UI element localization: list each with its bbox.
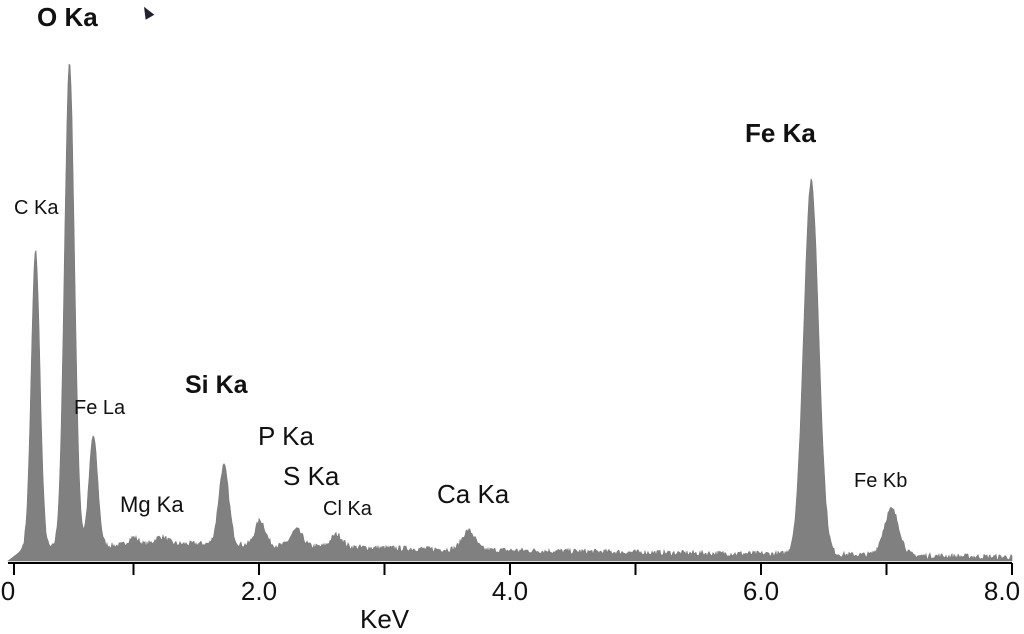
x-tick-label-4: 4.0 xyxy=(491,576,529,606)
x-axis-label: KeV xyxy=(360,604,410,634)
peak-label-fe-ka: Fe Ka xyxy=(745,118,816,148)
peak-label-si-ka: Si Ka xyxy=(185,371,248,399)
peak-label-ca-ka: Ca Ka xyxy=(437,479,510,509)
peak-label-mg-ka: Mg Ka xyxy=(120,492,184,517)
peak-label-fe-kb: Fe Kb xyxy=(854,470,908,492)
peak-label-c-ka: C Ka xyxy=(14,197,59,219)
peak-label-s-ka: S Ka xyxy=(283,461,340,491)
x-tick-label-8: 8.0 xyxy=(983,576,1021,606)
spectrum-area xyxy=(7,63,1013,562)
x-tick-label-0: 0 xyxy=(0,576,16,606)
x-tick-label-6: 6.0 xyxy=(742,576,780,606)
peak-label-p-ka: P Ka xyxy=(258,421,314,451)
peak-label-o-ka: O Ka xyxy=(37,2,98,32)
peak-label-fe-la: Fe La xyxy=(74,397,126,419)
x-tick-label-2: 2.0 xyxy=(240,576,278,606)
peak-label-cl-ka: Cl Ka xyxy=(323,498,372,520)
